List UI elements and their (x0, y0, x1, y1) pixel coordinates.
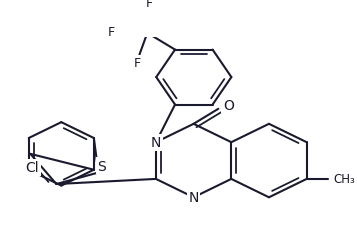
Text: F: F (146, 0, 153, 10)
Text: Cl: Cl (26, 161, 39, 174)
Text: N: N (188, 191, 199, 204)
Text: O: O (223, 98, 233, 112)
Text: CH₃: CH₃ (333, 173, 355, 185)
Text: F: F (108, 26, 115, 38)
Text: S: S (97, 159, 106, 173)
Text: F: F (134, 57, 141, 70)
Text: N: N (151, 136, 161, 150)
